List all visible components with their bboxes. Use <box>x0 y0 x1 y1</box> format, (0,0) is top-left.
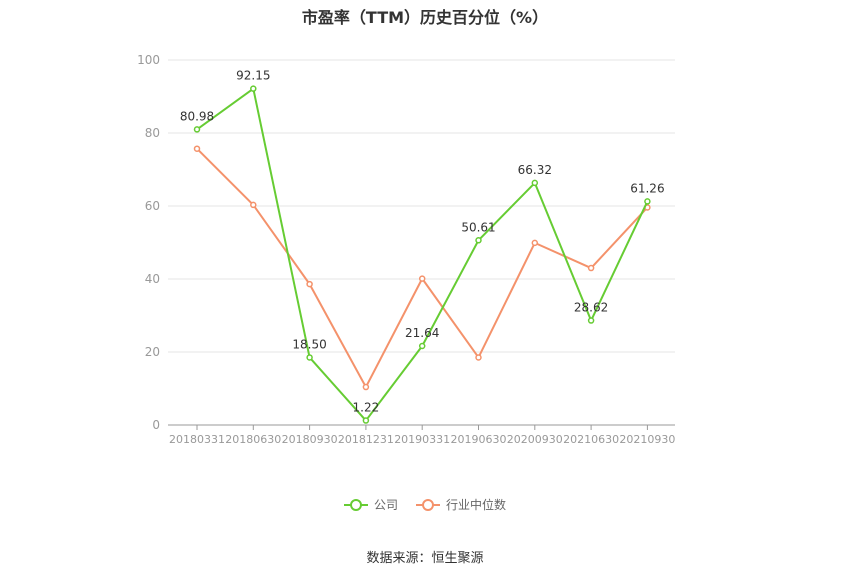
legend-industry-label: 行业中位数 <box>446 498 507 512</box>
data-point-industry-median <box>362 383 370 391</box>
y-tick-label: 20 <box>145 345 160 359</box>
x-tick-label: 20190331 <box>394 433 450 446</box>
data-point-industry-median <box>250 201 257 209</box>
legend: 公司 行业中位数 <box>0 496 850 513</box>
legend-company-icon <box>343 498 368 512</box>
x-tick-label: 20180930 <box>282 433 338 446</box>
data-point-industry-median <box>587 264 595 272</box>
series-line-company <box>196 87 649 422</box>
data-label-company: 18.50 <box>292 337 326 351</box>
legend-industry-icon <box>416 498 440 512</box>
x-tick-label: 20180331 <box>169 433 225 446</box>
data-point-company <box>362 417 370 424</box>
data-point-company <box>644 198 651 205</box>
data-label-company: 92.15 <box>236 69 270 83</box>
data-label-company: 28.62 <box>574 301 608 315</box>
data-point-company <box>306 354 313 361</box>
data-label-company: 80.98 <box>180 109 214 123</box>
data-point-industry-median <box>306 280 313 288</box>
y-tick-label: 80 <box>145 126 160 140</box>
data-point-industry-median <box>418 275 426 282</box>
data-point-industry-median <box>475 354 482 361</box>
y-tick-label: 40 <box>145 272 160 286</box>
data-label-company: 21.64 <box>405 326 439 340</box>
x-tick-label: 20210930 <box>619 433 675 446</box>
data-label-company: 66.32 <box>518 163 552 177</box>
x-tick-label: 20180630 <box>225 433 281 446</box>
data-point-industry-median <box>531 239 539 247</box>
data-source: 数据来源：恒生聚源 <box>366 551 484 566</box>
data-label-company: 50.61 <box>461 220 495 234</box>
y-tick-label: 0 <box>152 418 160 432</box>
chart-title: 市盈率（TTM）历史百分位（%） <box>301 8 549 27</box>
line-chart: 0 20 40 60 80 100 20180331 20180630 20180930 2018… <box>137 53 675 446</box>
axis-layer: 0 20 40 60 80 100 20180331 20180630 20180930 2018… <box>137 53 675 446</box>
legend-item-industry-median[interactable]: 行业中位数 <box>416 496 506 513</box>
series-layer <box>193 85 651 424</box>
data-point-company <box>418 342 426 350</box>
series-line-industry-median <box>196 147 649 389</box>
data-point-company <box>193 126 201 133</box>
data-label-layer: 80.98 92.15 18.50 1.22 21.64 50.61 66.32 28.62 6… <box>180 69 665 415</box>
x-tick-label: 20200930 <box>507 433 563 446</box>
data-point-company <box>475 237 482 244</box>
y-tick-label: 100 <box>137 53 160 67</box>
y-tick-label: 60 <box>145 199 160 213</box>
data-label-company: 61.26 <box>630 181 664 195</box>
x-tick-label: 20181231 <box>338 433 394 446</box>
data-point-company <box>250 85 257 92</box>
data-point-company <box>531 179 539 187</box>
x-tick-label: 20190630 <box>451 433 507 446</box>
legend-company-label: 公司 <box>373 498 398 512</box>
data-point-company <box>587 317 595 324</box>
x-tick-label: 20210630 <box>563 433 619 446</box>
data-label-company: 1.22 <box>353 401 380 415</box>
data-point-industry-median <box>193 145 201 152</box>
legend-item-company[interactable]: 公司 <box>343 496 398 513</box>
